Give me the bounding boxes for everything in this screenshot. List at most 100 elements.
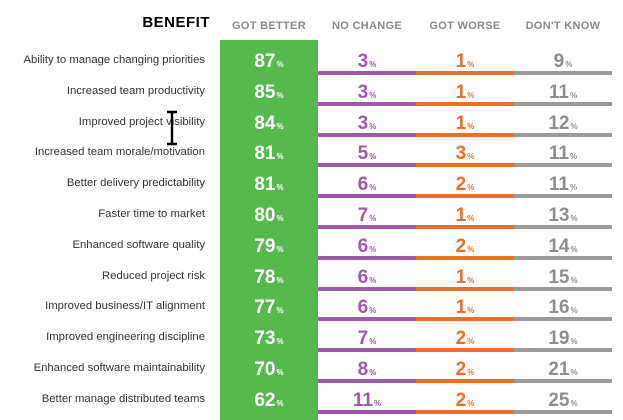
no-change-underline (318, 286, 416, 291)
percent-sign: % (369, 244, 377, 254)
percent-sign: % (570, 368, 578, 377)
percent-sign: % (569, 90, 578, 100)
got-better-header: GOT BETTER (232, 20, 306, 32)
no-change-underline (318, 317, 416, 322)
no-change-value: 3 (357, 112, 369, 134)
got-worse-cell: 2% (416, 323, 514, 354)
dont-know-value: 21 (548, 359, 570, 380)
percent-sign: % (369, 60, 377, 69)
got-worse-cell: 1% (416, 46, 514, 77)
percent-sign: % (276, 121, 284, 131)
dont-know-value: 11 (548, 143, 569, 165)
got-better-value: 81 (254, 143, 276, 165)
percent-sign: % (276, 60, 284, 69)
no-change-cell: 7% (318, 200, 416, 231)
dont-know-value: 13 (548, 205, 570, 226)
got-better-value: 87 (254, 51, 276, 72)
percent-sign: % (276, 306, 284, 316)
benefit-label: Better delivery predictability (66, 177, 205, 190)
got-better-value: 84 (254, 112, 276, 134)
no-change-underline (318, 379, 416, 383)
benefit-label: Increased team productivity (66, 84, 205, 97)
percent-sign: % (467, 337, 475, 347)
percent-sign: % (369, 183, 377, 193)
got-worse-underline (416, 317, 514, 322)
dont-know-cell: 12% (514, 108, 612, 139)
no-change-underline (318, 194, 416, 199)
got-worse-value: 1 (455, 112, 467, 134)
no-change-value: 6 (357, 266, 369, 288)
table-row: Better delivery predictability 81% 6% 2% 11% (0, 169, 623, 200)
got-worse-cell: 2% (416, 231, 514, 262)
got-worse-cell: 1% (416, 292, 514, 323)
dont-know-value: 11 (548, 174, 569, 196)
got-better-value: 77 (254, 297, 276, 319)
no-change-underline (318, 101, 416, 106)
table-row: Enhanced software quality 79% 6% 2% 14% (0, 231, 623, 262)
no-change-cell: 8% (318, 354, 416, 385)
no-change-cell: 7% (318, 323, 416, 354)
benefit-label: Increased team morale/motivation (34, 146, 205, 159)
no-change-cell: 3% (318, 108, 416, 139)
got-worse-underline (416, 101, 514, 106)
percent-sign: % (467, 244, 475, 254)
percent-sign: % (276, 152, 284, 162)
benefit-label: Improved engineering discipline (46, 331, 205, 344)
dont-know-cell: 9% (514, 46, 612, 77)
dont-know-underline (514, 71, 612, 75)
got-worse-cell: 1% (416, 77, 514, 108)
percent-sign: % (467, 152, 475, 162)
got-better-value: 78 (254, 266, 276, 288)
got-worse-cell: 1% (416, 200, 514, 231)
no-change-cell: 3% (318, 46, 416, 77)
dont-know-cell: 19% (514, 323, 612, 354)
dont-know-cell: 11% (514, 169, 612, 200)
no-change-value: 3 (357, 51, 369, 72)
got-worse-underline (416, 379, 514, 383)
dont-know-underline (514, 348, 612, 353)
benefit-label: Reduced project risk (102, 269, 205, 282)
no-change-value: 6 (357, 235, 369, 257)
got-better-cell: 79% (220, 231, 318, 262)
no-change-cell: 3% (318, 77, 416, 108)
percent-sign: % (369, 214, 377, 223)
no-change-cell: 6% (318, 231, 416, 262)
got-worse-underline (416, 255, 514, 260)
got-better-cell: 81% (220, 169, 318, 200)
got-worse-underline (416, 286, 514, 291)
got-worse-cell: 2% (416, 385, 514, 416)
dont-know-cell: 13% (514, 200, 612, 231)
dont-know-cell: 25% (514, 385, 612, 416)
got-worse-underline (416, 348, 514, 353)
benefit-label: Enhanced software quality (72, 238, 205, 251)
got-better-cell: 80% (220, 200, 318, 231)
no-change-underline (318, 348, 416, 353)
no-change-value: 7 (357, 328, 369, 350)
no-change-value: 3 (357, 81, 369, 103)
got-better-cell: 62% (220, 385, 318, 416)
table-row: Increased team productivity 85% 3% 1% 11% (0, 77, 623, 108)
got-worse-underline (416, 409, 514, 414)
percent-sign: % (570, 275, 578, 285)
got-worse-underline (416, 163, 514, 168)
got-better-cell: 78% (220, 262, 318, 293)
table-row: Ability to manage changing priorities 87%… (0, 46, 623, 77)
dont-know-underline (514, 255, 612, 260)
table-row: Improved engineering discipline 73% 7% 2% 19… (0, 323, 623, 354)
dont-know-header: DON'T KNOW (525, 20, 601, 32)
dont-know-underline (514, 379, 612, 383)
table-row: Better manage distributed teams 62% 11% 2% 2… (0, 385, 623, 416)
got-better-value: 81 (254, 174, 276, 196)
dont-know-underline (514, 317, 612, 322)
percent-sign: % (467, 183, 475, 193)
no-change-value: 5 (357, 143, 369, 165)
got-better-cell: 81% (220, 138, 318, 169)
benefit-label: Enhanced software maintainability (33, 362, 205, 374)
percent-sign: % (373, 398, 382, 408)
dont-know-value: 9 (553, 51, 565, 72)
got-better-value: 85 (254, 81, 276, 103)
percent-sign: % (276, 244, 284, 254)
got-worse-value: 3 (455, 143, 467, 165)
percent-sign: % (276, 337, 284, 347)
